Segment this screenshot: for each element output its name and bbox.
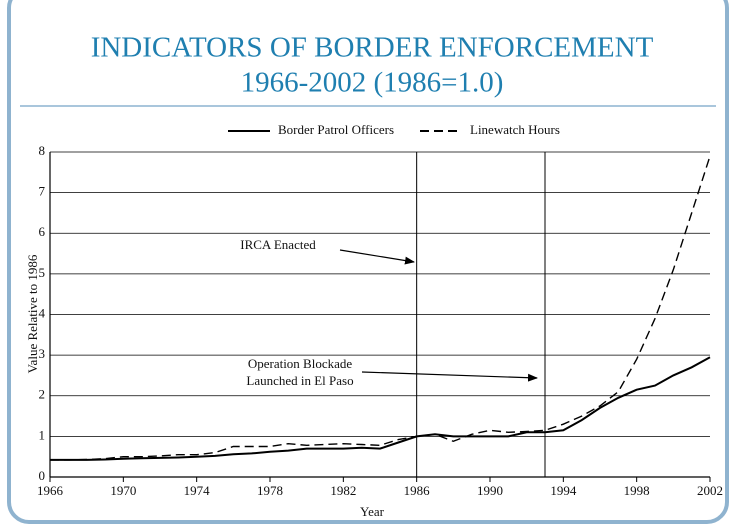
x-tick-label: 1990 xyxy=(477,483,503,498)
x-tick-label: 1970 xyxy=(110,483,136,498)
y-tick-label: 6 xyxy=(39,224,46,239)
x-tick-label: 1998 xyxy=(624,483,650,498)
annotation-arrow xyxy=(361,371,538,382)
y-tick-label: 1 xyxy=(39,427,46,442)
y-tick-label: 7 xyxy=(39,184,46,199)
annotation: IRCA Enacted xyxy=(240,237,316,252)
annotation-arrow xyxy=(339,249,415,265)
annotation: Operation Blockade xyxy=(248,356,353,371)
annotation: Launched in El Paso xyxy=(246,373,353,388)
x-tick-label: 1974 xyxy=(184,483,211,498)
series-line xyxy=(50,155,711,461)
x-tick-label: 1978 xyxy=(257,483,283,498)
x-tick-label: 1966 xyxy=(37,483,64,498)
legend-label: Linewatch Hours xyxy=(470,122,560,137)
x-tick-label: 1994 xyxy=(550,483,577,498)
x-tick-label: 2002 xyxy=(697,483,723,498)
y-tick-label: 5 xyxy=(39,265,46,280)
x-tick-label: 1982 xyxy=(330,483,356,498)
y-tick-label: 8 xyxy=(39,143,46,158)
y-tick-label: 2 xyxy=(39,387,46,402)
x-axis-label: Year xyxy=(360,504,385,519)
series-line xyxy=(50,356,711,461)
y-tick-label: 3 xyxy=(39,346,46,361)
chart-subtitle: 1966-2002 (1986=1.0) xyxy=(241,67,504,99)
y-tick-label: 4 xyxy=(39,305,46,320)
legend-label: Border Patrol Officers xyxy=(278,122,394,137)
chart-title: INDICATORS OF BORDER ENFORCEMENT xyxy=(91,32,654,64)
panel xyxy=(7,0,729,524)
y-tick-label: 0 xyxy=(39,468,46,483)
y-axis-label: Value Relative to 1986 xyxy=(25,254,40,373)
x-tick-label: 1986 xyxy=(404,483,431,498)
